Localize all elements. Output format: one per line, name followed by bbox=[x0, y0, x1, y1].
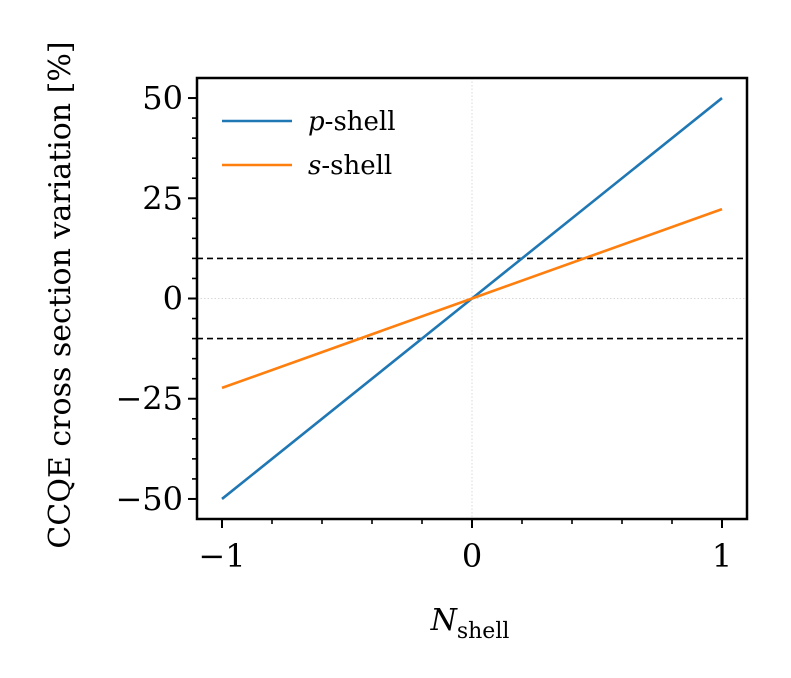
legend-label-prefix: p bbox=[308, 107, 325, 137]
series-line-s-shell bbox=[221, 207, 723, 390]
y-tick-label: 25 bbox=[142, 179, 183, 217]
y-axis-label: CCQE cross section variation [%] bbox=[43, 41, 78, 548]
legend-label-p-shell: p-shell bbox=[308, 107, 396, 137]
legend-label-suffix: -shell bbox=[325, 107, 396, 137]
series-layer bbox=[221, 97, 723, 500]
reference-lines bbox=[197, 257, 747, 340]
y-tick-label: 50 bbox=[142, 79, 183, 117]
x-axis-label-sub: shell bbox=[457, 619, 510, 644]
x-axis-label-main: N bbox=[430, 603, 459, 638]
x-tick-label: −1 bbox=[198, 537, 245, 575]
y-tick-label: −50 bbox=[115, 480, 183, 518]
tick-layer: −1 0 1 −50 −25 0 25 50 bbox=[115, 79, 732, 575]
legend-label-suffix: -shell bbox=[321, 151, 392, 181]
x-axis-label: Nshell bbox=[430, 603, 510, 644]
x-tick-label: 0 bbox=[462, 537, 482, 575]
y-tick-label: −25 bbox=[115, 380, 183, 418]
x-tick-label: 1 bbox=[712, 537, 732, 575]
legend-label-s-shell: s-shell bbox=[308, 151, 392, 181]
y-tick-label: 0 bbox=[163, 280, 183, 318]
legend-label-prefix: s bbox=[308, 151, 321, 181]
